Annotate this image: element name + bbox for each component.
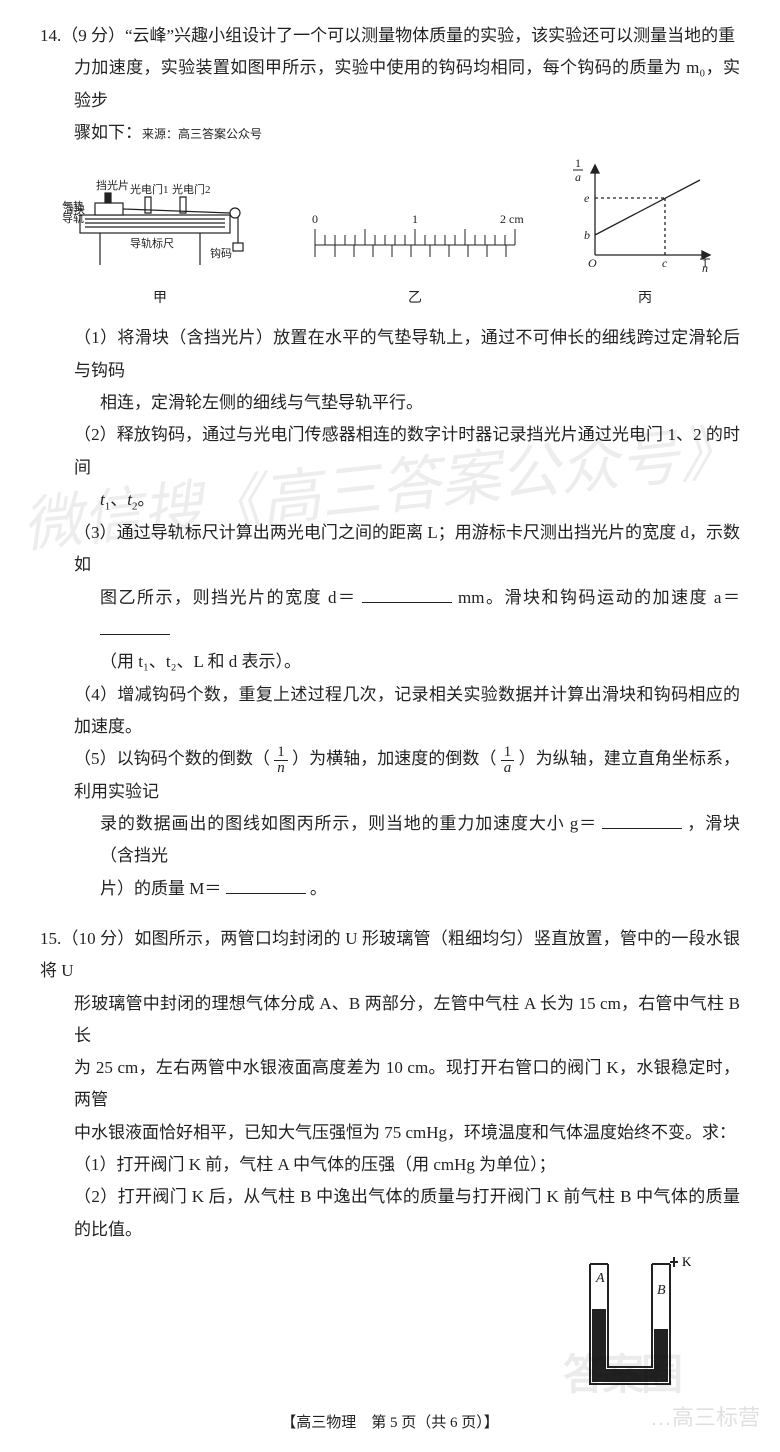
label-B: B bbox=[657, 1283, 666, 1298]
fig-jia-svg: 气垫 导轨 挡光片 滑块 光电门1 光电门2 导轨标尺 钩码 bbox=[60, 165, 260, 275]
fig-yi-tick0: 0 bbox=[312, 212, 318, 226]
frac-1n: 1n bbox=[274, 745, 288, 776]
fig-bing-svg: 1 a 1 n b e c O bbox=[570, 155, 720, 275]
den-a: a bbox=[501, 761, 515, 776]
fig-bing-b: b bbox=[584, 228, 590, 242]
q14-marks: （9 分） bbox=[61, 26, 125, 45]
q15-p1: 如图所示，两管口均封闭的 U 形玻璃管（粗细均匀）竖直放置，管中的一段水银将 U bbox=[40, 929, 740, 980]
fig-yi-unit: 2 cm bbox=[500, 212, 524, 226]
q14-step3a: （3）通过导轨标尺计算出两光电门之间的距离 L；用游标卡尺测出挡光片的宽度 d，… bbox=[40, 517, 740, 582]
question-15: 15.（10 分）如图所示，两管口均封闭的 U 形玻璃管（粗细均匀）竖直放置，管… bbox=[40, 923, 740, 1404]
den-n: n bbox=[274, 761, 288, 776]
fig-bing-e: e bbox=[584, 191, 590, 205]
watermark-logo: 答案圈 bbox=[563, 1341, 680, 1402]
q14-source: 来源：高三答案公众号 bbox=[142, 127, 262, 141]
q14-s5a: （5）以钩码个数的倒数（ bbox=[74, 749, 270, 768]
q14-step5a: （5）以钩码个数的倒数（ 1n ）为横轴，加速度的倒数（ 1a ）为纵轴，建立直… bbox=[40, 743, 740, 808]
blank-M bbox=[226, 876, 306, 894]
q14-s5b: ）为横轴，加速度的倒数（ bbox=[292, 749, 496, 768]
label-gd1: 光电门1 bbox=[130, 182, 169, 196]
label-K: K bbox=[682, 1254, 692, 1269]
q14-figures: 气垫 导轨 挡光片 滑块 光电门1 光电门2 导轨标尺 钩码 甲 bbox=[40, 155, 740, 312]
page-footer: 【高三物理 第 5 页（共 6 页）】 bbox=[0, 1411, 780, 1432]
fig-jia: 气垫 导轨 挡光片 滑块 光电门1 光电门2 导轨标尺 钩码 甲 bbox=[60, 165, 260, 312]
q14-s3b2: mm。滑块和钩码运动的加速度 a＝ bbox=[458, 588, 740, 607]
fig-bing-O: O bbox=[588, 256, 597, 270]
num1: 1 bbox=[274, 745, 288, 761]
question-14: 14.（9 分）“云峰”兴趣小组设计了一个可以测量物体质量的实验，该实验还可以测… bbox=[40, 20, 740, 905]
label-gouma: 钩码 bbox=[210, 246, 232, 260]
q14-intro3-text: 骤如下： bbox=[74, 123, 142, 142]
q14-step2b: t1、t2。 bbox=[40, 484, 740, 517]
label-A: A bbox=[595, 1271, 605, 1286]
q14-step5f: 片）的质量 M＝ 。 bbox=[40, 873, 740, 905]
fig-yi: 0 1 2 cm 乙 bbox=[300, 205, 530, 312]
q15-line1: 15.（10 分）如图所示，两管口均封闭的 U 形玻璃管（粗细均匀）竖直放置，管… bbox=[40, 923, 740, 988]
q14-number: 14. bbox=[40, 26, 61, 45]
q14-step4: （4）增减钩码个数，重复上述过程几次，记录相关实验数据并计算出滑块和钩码相应的加… bbox=[40, 679, 740, 744]
num1b: 1 bbox=[501, 745, 515, 761]
fig-yi-tick1: 1 bbox=[412, 212, 418, 226]
q14-s5d: 录的数据画出的图线如图丙所示，则当地的重力加速度大小 g＝ bbox=[100, 814, 597, 833]
sep: 、 bbox=[110, 490, 127, 509]
q15-p3: 为 25 cm，左右两管中水银液面高度差为 10 cm。现打开右管口的阀门 K，… bbox=[40, 1052, 740, 1117]
fig-yi-caption: 乙 bbox=[300, 286, 530, 313]
q14-step3b: 图乙所示，则挡光片的宽度 d＝ mm。滑块和钩码运动的加速度 a＝ bbox=[40, 582, 740, 647]
q15-p4: 中水银液面恰好相平，已知大气压强恒为 75 cmHg，环境温度和气体温度始终不变… bbox=[40, 1117, 740, 1149]
q14-step5d: 录的数据画出的图线如图丙所示，则当地的重力加速度大小 g＝ ，滑块（含挡光 bbox=[40, 808, 740, 873]
fig-bing-c: c bbox=[662, 256, 668, 270]
q14-s5g: 。 bbox=[310, 879, 327, 898]
blank-a bbox=[100, 617, 170, 635]
q15-p2: 形玻璃管中封闭的理想气体分成 A、B 两部分，左管中气柱 A 长为 15 cm，… bbox=[40, 988, 740, 1053]
label-huakuai: 滑块 bbox=[63, 203, 85, 216]
blank-g bbox=[602, 811, 682, 829]
fig-yi-svg: 0 1 2 cm bbox=[300, 205, 530, 275]
fig-bing-ylabel-a: a bbox=[575, 170, 581, 184]
frac-1a: 1a bbox=[501, 745, 515, 776]
end: 。 bbox=[137, 490, 154, 509]
blank-d bbox=[362, 585, 452, 603]
q14-intro-line3: 骤如下：来源：高三答案公众号 bbox=[40, 117, 740, 149]
q14-step3c: （用 t₁、t₂、L 和 d 表示）。 bbox=[40, 646, 740, 678]
fig-bing-ylabel: 1 bbox=[575, 156, 581, 170]
q14-s5f: 片）的质量 M＝ bbox=[100, 879, 221, 898]
q14-step1a: （1）将滑块（含挡光片）放置在水平的气垫导轨上，通过不可伸长的细线跨过定滑轮后与… bbox=[40, 322, 740, 387]
label-daoguibiaochi: 导轨标尺 bbox=[130, 236, 174, 250]
q15-sub2: （2）打开阀门 K 后，从气柱 B 中逸出气体的质量与打开阀门 K 前气柱 B … bbox=[40, 1181, 740, 1246]
q15-marks: （10 分） bbox=[61, 929, 134, 948]
fig-bing-xlabel-n: n bbox=[702, 261, 708, 275]
q14-s3b1: 图乙所示，则挡光片的宽度 d＝ bbox=[100, 588, 356, 607]
label-gd2: 光电门2 bbox=[172, 182, 211, 196]
q14-intro-line2: 力加速度，实验装置如图甲所示，实验中使用的钩码均相同，每个钩码的质量为 m₀，实… bbox=[40, 52, 740, 117]
fig-jia-caption: 甲 bbox=[60, 286, 260, 313]
q14-step1b: 相连，定滑轮左侧的细线与气垫导轨平行。 bbox=[40, 387, 740, 419]
q15-number: 15. bbox=[40, 929, 61, 948]
q14-step2a: （2）释放钩码，通过与光电门传感器相连的数字计时器记录挡光片通过光电门 1、2 … bbox=[40, 419, 740, 484]
q14-intro: 14.（9 分）“云峰”兴趣小组设计了一个可以测量物体质量的实验，该实验还可以测… bbox=[40, 20, 740, 52]
fig-bing-caption: 丙 bbox=[570, 286, 720, 313]
q14-intro-line1: “云峰”兴趣小组设计了一个可以测量物体质量的实验，该实验还可以测量当地的重 bbox=[125, 26, 735, 45]
fig-bing: 1 a 1 n b e c O 丙 bbox=[570, 155, 720, 312]
label-dangguang: 挡光片 bbox=[96, 178, 129, 192]
